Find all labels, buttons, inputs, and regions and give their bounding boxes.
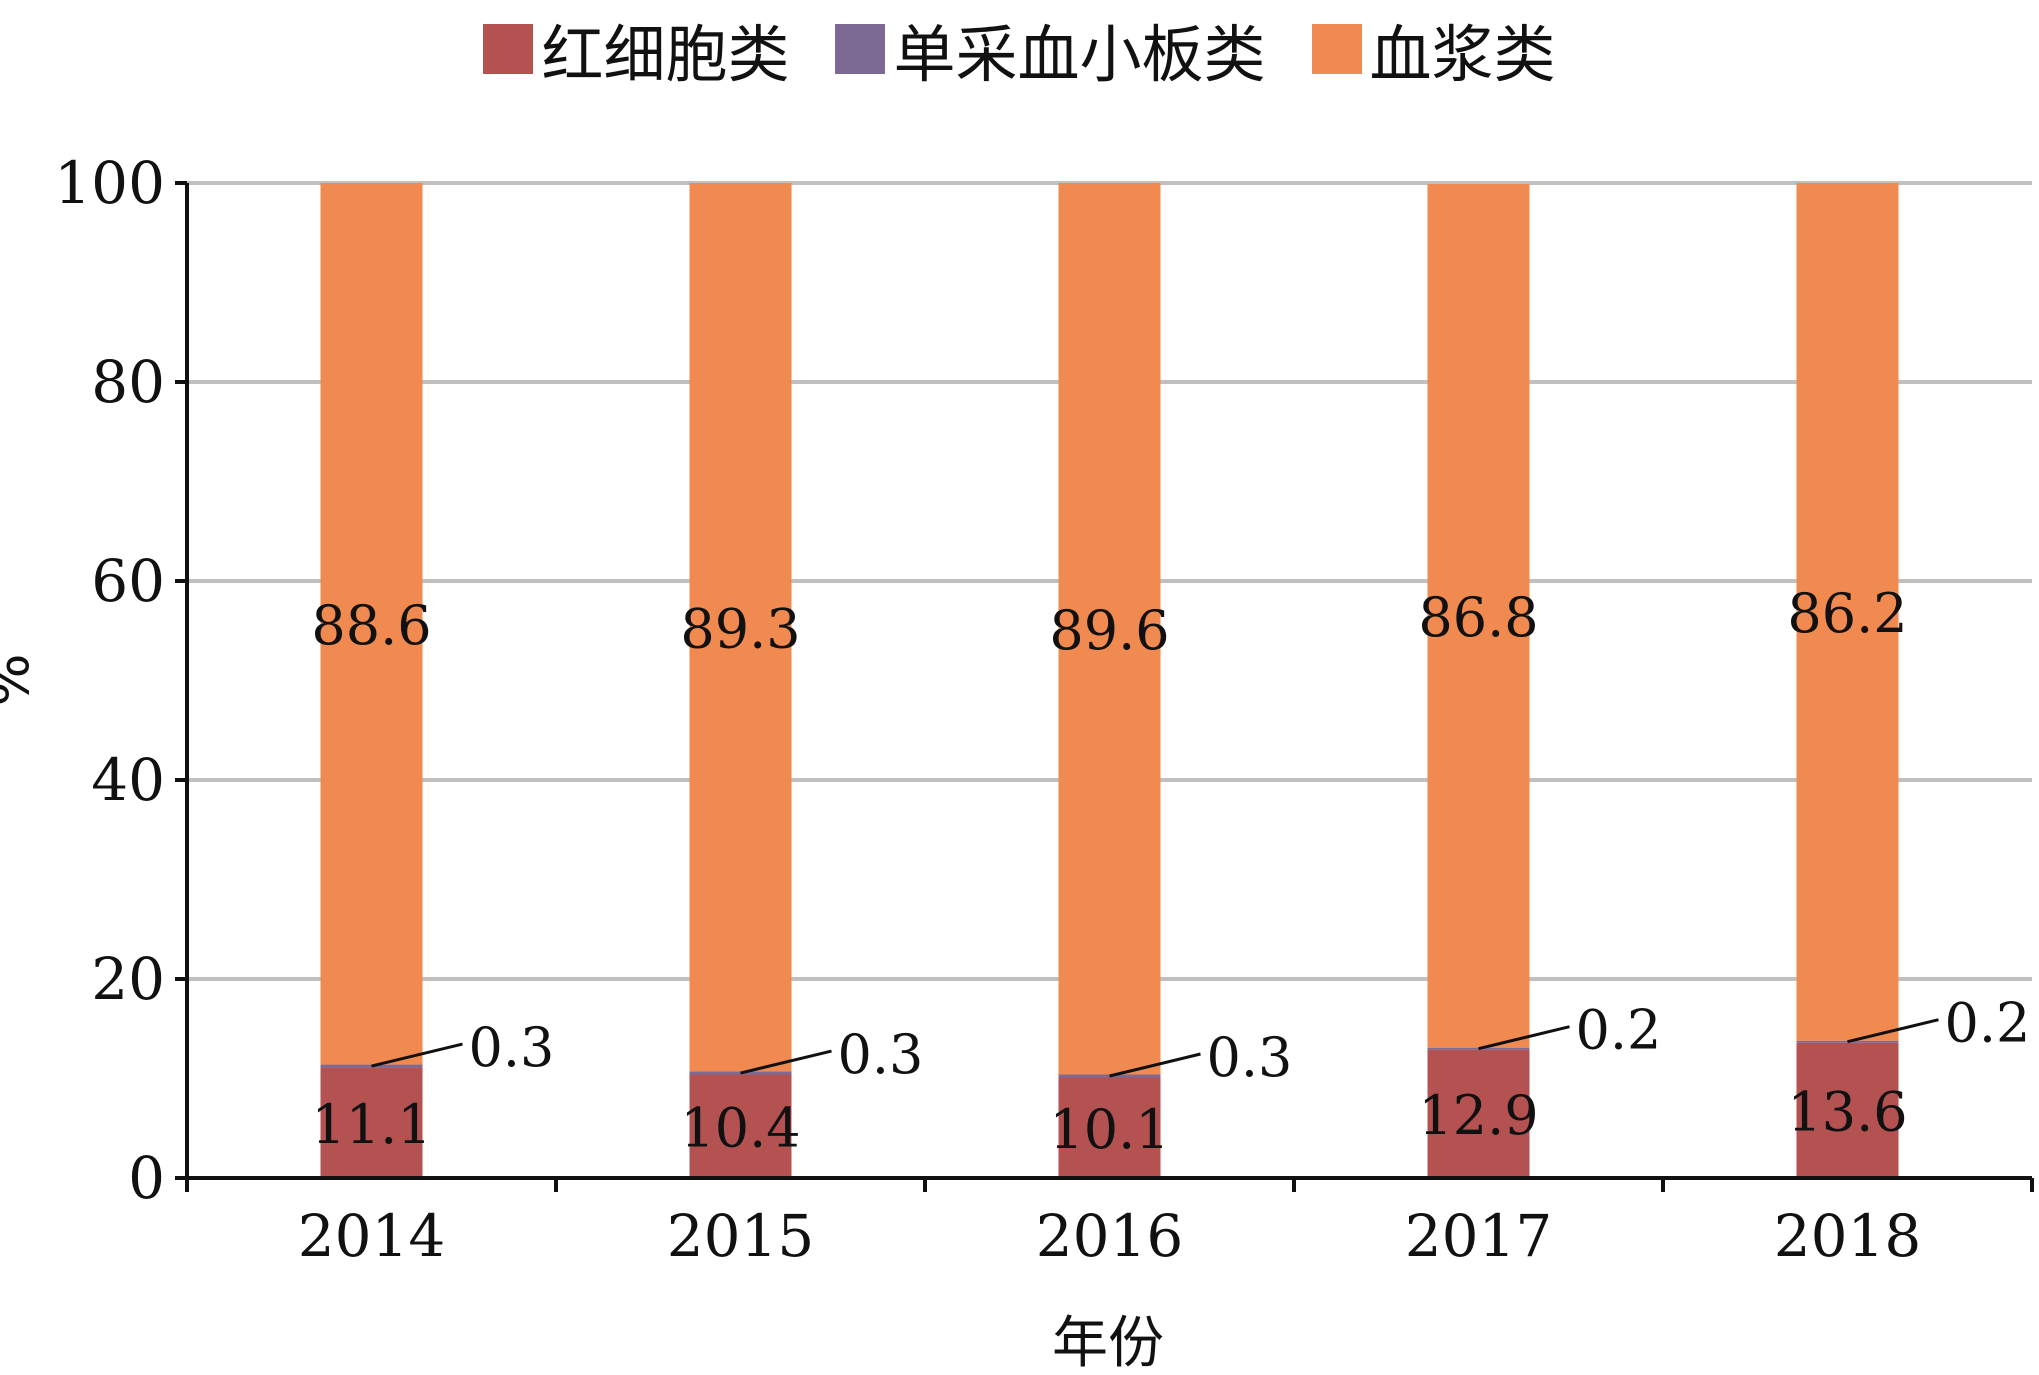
- legend-label-plasma: 血浆类: [1369, 18, 1556, 91]
- bar-red-cells-2015: [689, 1074, 792, 1178]
- legend-swatch-red-cells: [483, 24, 534, 74]
- data-label-plasma: 88.6: [311, 594, 431, 657]
- bar-plasma-2016: [1058, 183, 1161, 1075]
- bar-plasma-2015: [689, 183, 792, 1072]
- data-label-platelets: 0.2: [1576, 999, 1662, 1062]
- data-labels: 11.1 0.3 88.6 10.4 0.3 89.3 10.1 0.3 89.6 12.9 0.2…: [311, 582, 2030, 1161]
- data-label-platelets: 0.3: [469, 1016, 555, 1079]
- data-label-platelets: 0.3: [838, 1023, 924, 1086]
- bar-plasma-2017: [1427, 183, 1530, 1048]
- leader-line-platelets: [1847, 1018, 1939, 1044]
- chart-legend: 红细胞类 单采血小板类 血浆类: [0, 4, 2039, 94]
- data-label-red-cells: 10.4: [680, 1096, 800, 1159]
- data-label-platelets: 0.2: [1945, 992, 2031, 1055]
- data-label-red-cells: 10.1: [1049, 1098, 1169, 1161]
- legend-item-plasma: 血浆类: [1311, 4, 1556, 94]
- data-label-red-cells: 11.1: [311, 1093, 431, 1156]
- y-tick-label: 40: [91, 746, 165, 814]
- x-tick-label: 2018: [1774, 1202, 1922, 1270]
- leader-line-platelets: [740, 1049, 832, 1075]
- bar-group: [320, 183, 1899, 1178]
- leader-line-platelets: [371, 1042, 463, 1068]
- data-label-plasma: 89.6: [1049, 599, 1169, 662]
- x-axis-title: 年份: [1052, 1311, 1164, 1375]
- legend-item-platelets: 单采血小板类: [835, 4, 1266, 94]
- bar-red-cells-2016: [1058, 1077, 1161, 1178]
- legend-item-red-cells: 红细胞类: [483, 4, 789, 94]
- leader-line-platelets: [1109, 1052, 1201, 1078]
- bar-platelets-2015: [689, 1071, 792, 1075]
- y-axis-title: %: [0, 653, 42, 706]
- data-label-red-cells: 13.6: [1787, 1080, 1907, 1143]
- y-tick-label: 80: [91, 348, 165, 416]
- bar-plasma-2014: [320, 183, 423, 1065]
- leader-line-platelets: [1478, 1025, 1570, 1051]
- data-label-plasma: 86.2: [1787, 582, 1907, 645]
- y-tick-label: 0: [128, 1144, 165, 1212]
- legend-label-platelets: 单采血小板类: [893, 18, 1266, 91]
- bar-red-cells-2018: [1796, 1042, 1899, 1178]
- x-tick-label: 2014: [298, 1202, 446, 1270]
- data-label-plasma: 86.8: [1418, 586, 1538, 649]
- data-label-red-cells: 12.9: [1418, 1084, 1538, 1147]
- x-tick-label: 2017: [1405, 1202, 1553, 1270]
- legend-swatch-platelets: [835, 24, 886, 74]
- legend-swatch-plasma: [1311, 24, 1362, 74]
- x-tick-label: 2015: [667, 1202, 815, 1270]
- y-tick-label: 20: [91, 945, 165, 1013]
- bar-plasma-2018: [1796, 183, 1899, 1041]
- y-tick-label: 60: [91, 547, 165, 615]
- x-tick-label: 2016: [1036, 1202, 1184, 1270]
- data-label-platelets: 0.3: [1207, 1026, 1293, 1089]
- legend-label-red-cells: 红细胞类: [541, 18, 790, 91]
- axes: 0 20 40 60 80 100 2014 2015 2016 2017 2018: [54, 149, 2034, 1270]
- bar-red-cells-2014: [320, 1067, 423, 1178]
- y-tick-label: 100: [54, 149, 165, 217]
- bar-red-cells-2017: [1427, 1049, 1530, 1178]
- data-label-plasma: 89.3: [680, 597, 800, 660]
